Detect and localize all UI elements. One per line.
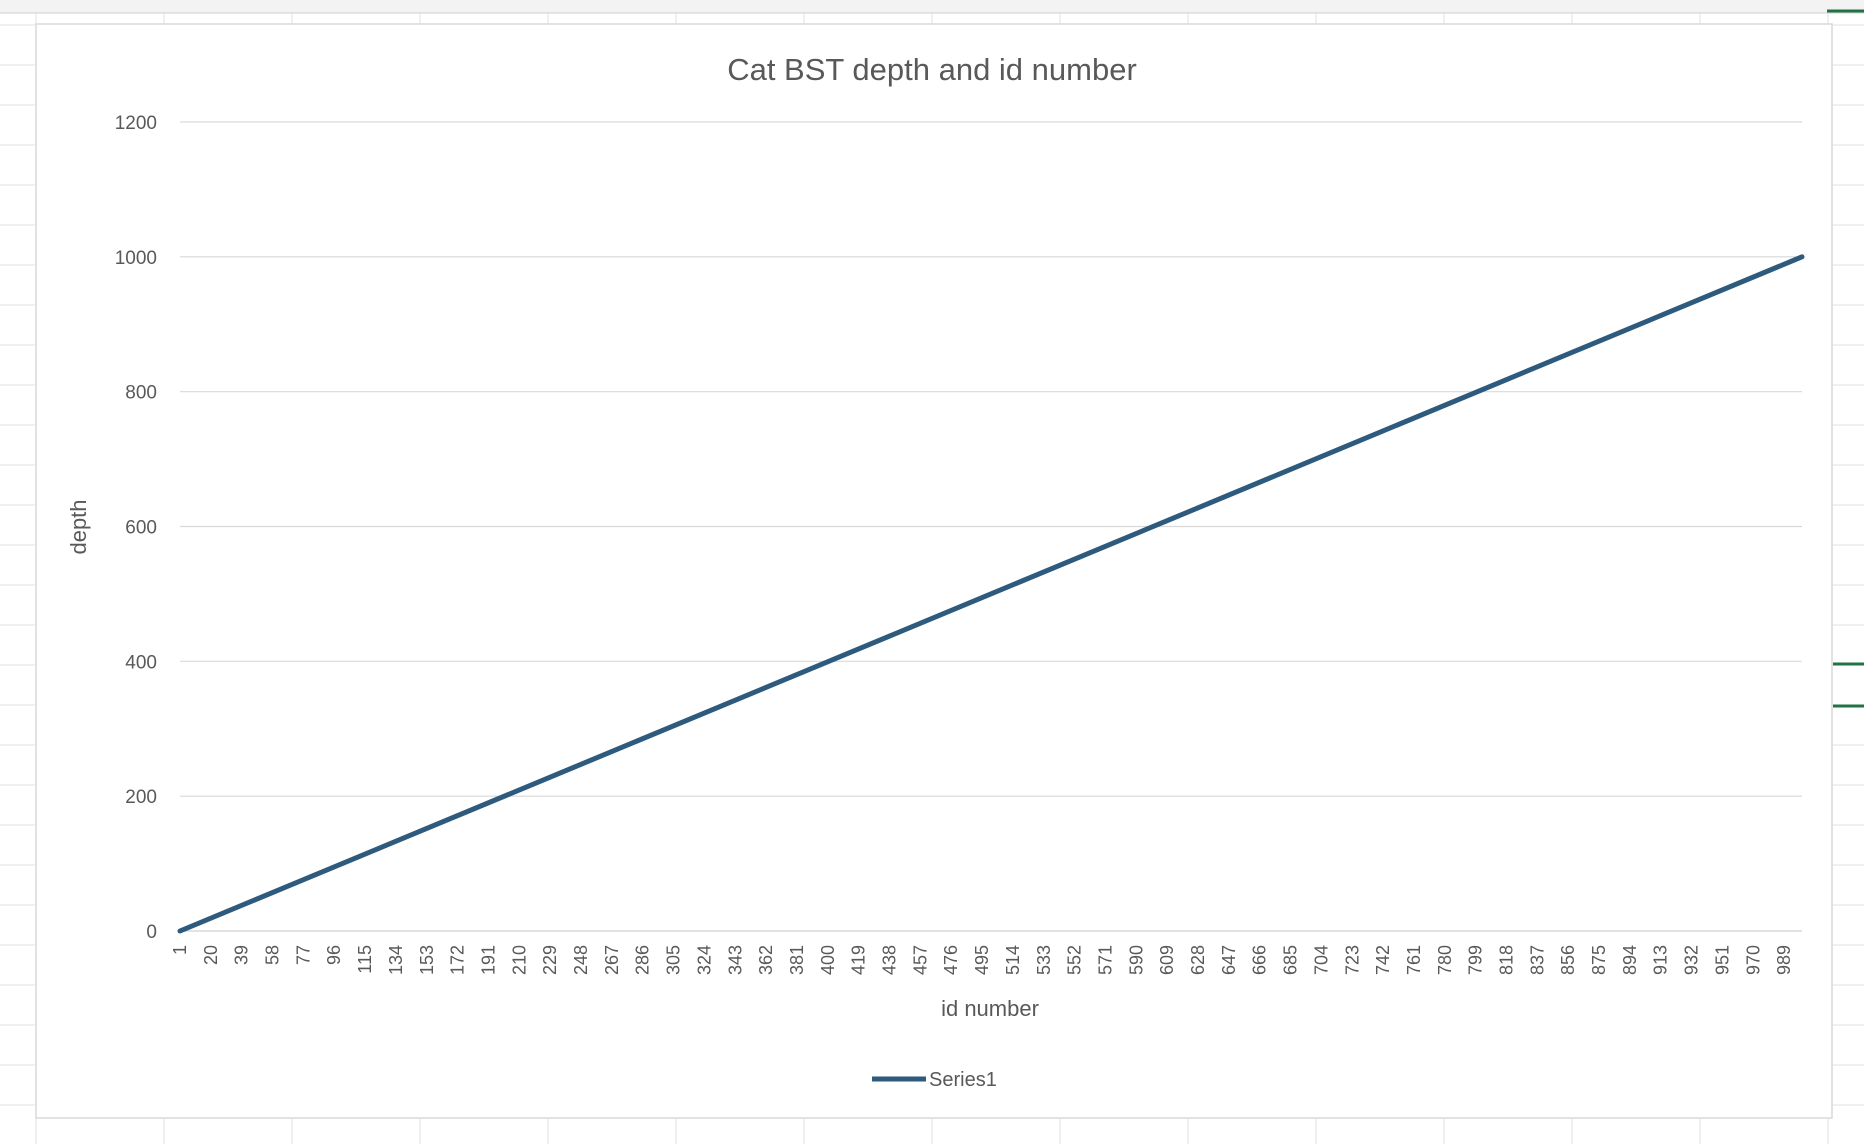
x-tick-label-989: 989 [1774,945,1794,975]
y-axis-tick-labels: 0 200 400 600 800 1000 1200 [115,113,157,943]
x-tick-label-837: 837 [1527,945,1547,975]
series-line-1[interactable] [177,254,1805,934]
legend-series1-label: Series1 [929,1069,997,1091]
x-tick-label-1: 1 [170,945,190,955]
plot-series [177,254,1805,934]
x-tick-label-286: 286 [633,945,653,975]
y-axis-title: depth [66,499,91,554]
x-tick-label-210: 210 [509,945,529,975]
y-tick-label-200: 200 [125,787,157,808]
x-tick-label-723: 723 [1342,945,1362,975]
x-axis-title: id number [941,996,1039,1021]
x-tick-label-628: 628 [1188,945,1208,975]
x-tick-label-590: 590 [1126,945,1146,975]
x-tick-label-400: 400 [818,945,838,975]
legend[interactable]: Series1 [872,1069,997,1091]
x-tick-label-761: 761 [1404,945,1424,975]
x-tick-label-248: 248 [571,945,591,975]
gridlines [180,121,1802,797]
x-tick-label-533: 533 [1034,945,1054,975]
x-tick-label-666: 666 [1250,945,1270,975]
x-tick-label-324: 324 [694,945,714,975]
x-tick-label-932: 932 [1682,945,1702,975]
x-tick-label-172: 172 [448,945,468,975]
y-tick-label-400: 400 [125,652,157,673]
x-tick-label-115: 115 [355,945,375,974]
x-tick-label-229: 229 [540,945,560,975]
x-tick-label-970: 970 [1743,945,1763,975]
y-tick-label-600: 600 [125,518,157,539]
x-tick-label-875: 875 [1589,945,1609,975]
x-tick-label-913: 913 [1651,945,1671,975]
y-tick-label-1200: 1200 [115,113,157,134]
x-tick-label-799: 799 [1466,945,1486,975]
y-tick-label-1000: 1000 [115,248,157,269]
x-tick-label-381: 381 [787,945,807,975]
x-tick-label-343: 343 [725,945,745,975]
y-tick-label-0: 0 [146,922,157,943]
x-tick-label-457: 457 [910,945,930,975]
x-tick-label-419: 419 [849,945,869,975]
x-tick-label-951: 951 [1712,945,1732,975]
x-tick-label-134: 134 [386,945,406,975]
x-tick-label-305: 305 [664,945,684,975]
x-tick-label-742: 742 [1373,945,1393,975]
x-tick-label-58: 58 [263,945,283,965]
y-tick-label-800: 800 [125,383,157,404]
x-tick-label-153: 153 [417,945,437,975]
x-tick-label-780: 780 [1435,945,1455,975]
x-tick-label-191: 191 [478,945,498,975]
x-tick-label-476: 476 [941,945,961,975]
x-tick-label-77: 77 [293,945,313,965]
x-tick-label-514: 514 [1003,945,1023,975]
x-tick-label-552: 552 [1065,945,1085,975]
x-tick-label-609: 609 [1157,945,1177,975]
x-tick-label-647: 647 [1219,945,1239,975]
x-tick-label-704: 704 [1311,945,1331,975]
x-tick-label-362: 362 [756,945,776,975]
chart-area[interactable] [35,23,1833,1119]
x-tick-label-856: 856 [1558,945,1578,975]
x-tick-label-438: 438 [880,945,900,975]
x-tick-label-685: 685 [1281,945,1301,975]
x-tick-label-96: 96 [324,945,344,965]
x-tick-label-495: 495 [972,945,992,975]
x-tick-label-894: 894 [1620,945,1640,975]
x-tick-label-39: 39 [232,945,252,965]
x-tick-label-20: 20 [201,945,221,965]
x-axis-tick-labels: 1 20 39 58 77 96 115 134 153 172 191 210 229 248 267 28… [170,945,1794,975]
x-tick-label-571: 571 [1095,945,1115,975]
x-tick-label-267: 267 [602,945,622,975]
chart-title: Cat BST depth and id number [727,52,1137,87]
x-tick-label-818: 818 [1497,945,1517,975]
